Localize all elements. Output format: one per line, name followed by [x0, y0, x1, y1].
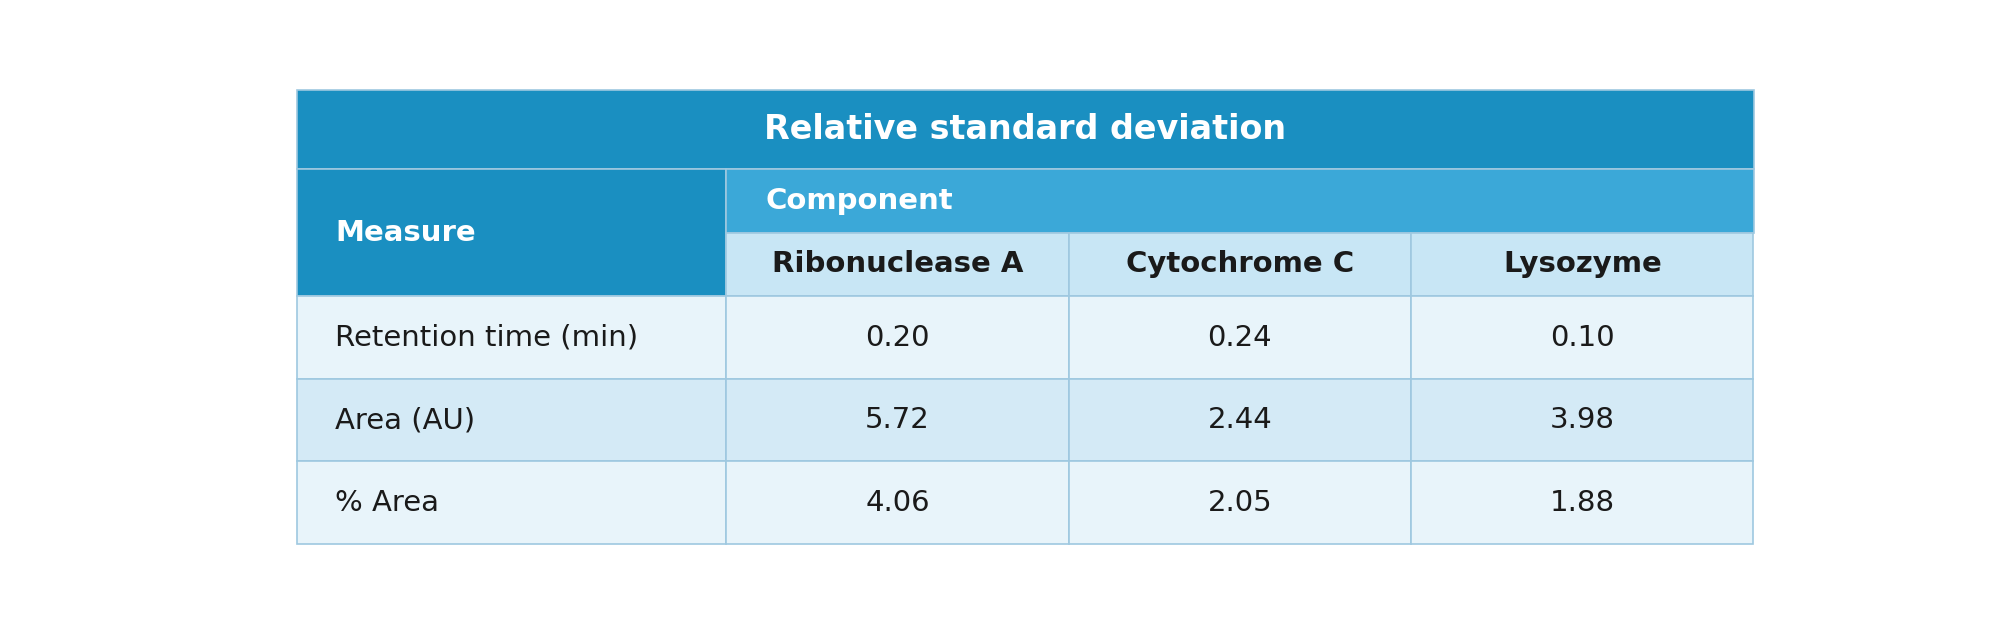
Bar: [1068, 296, 1412, 379]
Bar: [726, 461, 1068, 544]
Text: Ribonuclease A: Ribonuclease A: [772, 250, 1024, 278]
Text: Cytochrome C: Cytochrome C: [1126, 250, 1354, 278]
Text: 4.06: 4.06: [866, 488, 930, 517]
Bar: [1068, 233, 1412, 296]
Text: 0.20: 0.20: [866, 324, 930, 352]
Text: 1.88: 1.88: [1550, 488, 1614, 517]
Bar: [1412, 233, 1754, 296]
Text: Area (AU): Area (AU): [336, 406, 476, 434]
Text: Retention time (min): Retention time (min): [336, 324, 638, 352]
Bar: [726, 296, 1068, 379]
Bar: [1068, 379, 1412, 461]
Bar: [726, 233, 1068, 296]
Text: 2.05: 2.05: [1208, 488, 1272, 517]
Bar: [296, 379, 726, 461]
Text: Lysozyme: Lysozyme: [1502, 250, 1662, 278]
Text: Relative standard deviation: Relative standard deviation: [764, 113, 1286, 146]
Text: 2.44: 2.44: [1208, 406, 1272, 434]
Bar: [296, 296, 726, 379]
Text: 0.10: 0.10: [1550, 324, 1614, 352]
Text: 5.72: 5.72: [866, 406, 930, 434]
Text: Component: Component: [766, 187, 952, 215]
Text: Measure: Measure: [336, 219, 476, 246]
Bar: [726, 379, 1068, 461]
Bar: [296, 90, 1754, 169]
Text: 3.98: 3.98: [1550, 406, 1614, 434]
Bar: [1412, 379, 1754, 461]
Bar: [296, 169, 726, 296]
Bar: [1412, 461, 1754, 544]
Bar: [1068, 461, 1412, 544]
Text: 0.24: 0.24: [1208, 324, 1272, 352]
Bar: [1412, 296, 1754, 379]
Bar: [726, 169, 1754, 233]
Text: % Area: % Area: [336, 488, 440, 517]
Bar: [296, 461, 726, 544]
